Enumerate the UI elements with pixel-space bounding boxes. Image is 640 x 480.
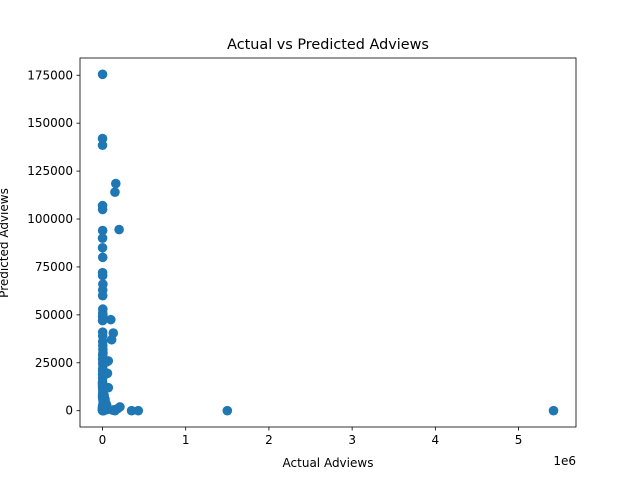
data-point	[103, 356, 114, 366]
y-tick-label: 50000	[35, 308, 73, 322]
y-tick-label: 125000	[27, 164, 73, 178]
y-axis-title: Predicted Adviews	[0, 188, 11, 298]
data-point	[222, 405, 233, 416]
data-point	[97, 69, 108, 80]
x-axis-offset-label: 1e6	[553, 454, 576, 468]
data-point	[103, 382, 114, 393]
data-point	[110, 178, 121, 189]
data-point	[102, 368, 113, 379]
chart-title: Actual vs Predicted Adviews	[227, 37, 429, 53]
y-axis: 0 25000 50000 75000 100000 125000 150000 175000	[27, 68, 80, 418]
data-point	[110, 405, 120, 416]
x-tick-label: 5	[515, 433, 523, 447]
data-point	[97, 404, 108, 415]
x-tick-label: 1	[182, 433, 190, 447]
data-point	[97, 242, 108, 253]
data-point	[97, 204, 108, 215]
data-point	[97, 140, 108, 151]
data-point	[97, 225, 108, 236]
data-point	[126, 405, 137, 416]
data-point	[97, 233, 108, 243]
x-axis-title: Actual Adviews	[283, 456, 374, 470]
y-tick-label: 150000	[27, 116, 73, 130]
data-point	[97, 252, 108, 263]
x-tick-label: 0	[99, 433, 107, 447]
x-tick-label: 2	[265, 433, 273, 447]
x-tick-label: 4	[432, 433, 440, 447]
data-point	[114, 224, 124, 235]
x-tick-label: 3	[348, 433, 356, 447]
plot-frame	[79, 57, 577, 428]
data-point	[98, 310, 108, 320]
y-tick-label: 100000	[27, 212, 73, 226]
data-point	[97, 270, 108, 281]
data-point	[97, 290, 108, 301]
y-tick-label: 25000	[35, 356, 73, 370]
data-point	[133, 405, 144, 416]
x-axis: 0 1 2 3 4 5	[99, 427, 523, 447]
y-tick-label: 75000	[35, 260, 73, 274]
data-point	[97, 133, 108, 144]
data-point	[110, 187, 120, 197]
data-point	[106, 334, 117, 345]
data-point	[105, 314, 116, 325]
points-layer	[97, 69, 559, 416]
y-tick-label: 0	[65, 404, 73, 418]
y-tick-label: 175000	[27, 68, 73, 82]
data-point	[548, 405, 559, 416]
